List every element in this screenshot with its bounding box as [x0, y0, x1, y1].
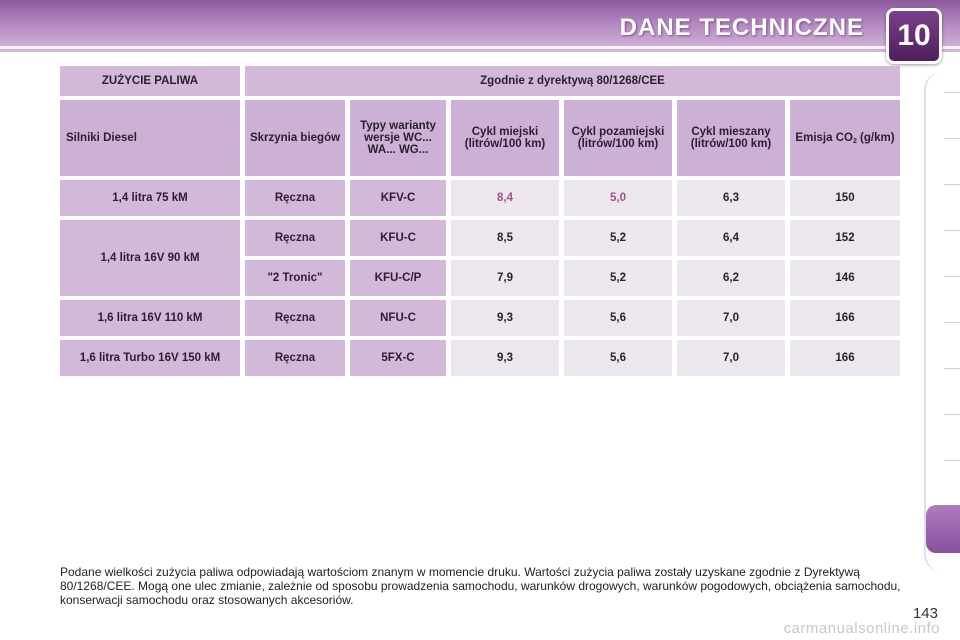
- extra-urban-cell: 5,6: [564, 300, 672, 336]
- combined-cell: 7,0: [677, 340, 785, 376]
- urban-cell: 8,4: [451, 180, 559, 216]
- type-cell: KFU-C: [350, 220, 446, 256]
- fuel-consumption-table: ZUŻYCIE PALIWA Zgodnie z dyrektywą 80/12…: [55, 62, 905, 380]
- co2-suffix: (g/km): [856, 131, 895, 144]
- col-header-combined: Cykl mieszany (litrów/100 km): [677, 100, 785, 176]
- footnote: Podane wielkości zużycia paliwa odpowiad…: [60, 565, 901, 607]
- type-cell: 5FX-C: [350, 340, 446, 376]
- urban-cell: 9,3: [451, 300, 559, 336]
- col-header-urban: Cykl miejski (litrów/100 km): [451, 100, 559, 176]
- engine-cell: 1,4 litra 16V 90 kM: [60, 220, 240, 296]
- gearbox-cell: Ręczna: [245, 180, 345, 216]
- table-row: 1,6 litra Turbo 16V 150 kM Ręczna 5FX-C …: [60, 340, 900, 376]
- tab-divider: [944, 368, 960, 369]
- table-title-directive: Zgodnie z dyrektywą 80/1268/CEE: [245, 66, 900, 96]
- urban-cell: 9,3: [451, 340, 559, 376]
- tab-divider: [944, 460, 960, 461]
- tab-divider: [944, 322, 960, 323]
- header-divider: [0, 46, 960, 49]
- table-row: 1,4 litra 75 kM Ręczna KFV-C 8,4 5,0 6,3…: [60, 180, 900, 216]
- combined-cell: 7,0: [677, 300, 785, 336]
- table-title-row: ZUŻYCIE PALIWA Zgodnie z dyrektywą 80/12…: [60, 66, 900, 96]
- table-row: 1,4 litra 16V 90 kM Ręczna KFU-C 8,5 5,2…: [60, 220, 900, 296]
- chapter-tab-rail: [924, 72, 960, 572]
- urban-cell: 7,9: [451, 260, 559, 296]
- type-cell: NFU-C: [350, 300, 446, 336]
- engine-cell: 1,6 litra Turbo 16V 150 kM: [60, 340, 240, 376]
- tab-divider: [944, 138, 960, 139]
- combined-cell: 6,3: [677, 180, 785, 216]
- co2-cell: 166: [790, 340, 900, 376]
- co2-cell: 146: [790, 260, 900, 296]
- table-row: 1,6 litra 16V 110 kM Ręczna NFU-C 9,3 5,…: [60, 300, 900, 336]
- watermark: carmanualsonline.info: [783, 620, 940, 637]
- tab-divider: [944, 184, 960, 185]
- co2-subscript: 2: [852, 137, 857, 145]
- chapter-badge: 10: [886, 8, 942, 64]
- extra-urban-cell: 5,2: [564, 260, 672, 296]
- tab-divider: [944, 230, 960, 231]
- extra-urban-cell: 5,6: [564, 340, 672, 376]
- tab-divider: [944, 414, 960, 415]
- table-row: "2 Tronic" KFU-C/P 7,9 5,2 6,2 146: [60, 260, 900, 296]
- page-title: DANE TECHNICZNE: [619, 14, 864, 41]
- extra-urban-cell: 5,2: [564, 220, 672, 256]
- combined-cell: 6,2: [677, 260, 785, 296]
- gearbox-cell: Ręczna: [245, 300, 345, 336]
- engine-cell: 1,6 litra 16V 110 kM: [60, 300, 240, 336]
- page-number: 143: [912, 605, 938, 622]
- page-header: [0, 0, 960, 52]
- col-header-co2: Emisja CO2 (g/km): [790, 100, 900, 176]
- co2-cell: 152: [790, 220, 900, 256]
- col-header-engine: Silniki Diesel: [60, 100, 240, 176]
- table-header-row: Silniki Diesel Skrzynia biegów Typy wari…: [60, 100, 900, 176]
- chapter-number: 10: [897, 19, 931, 52]
- type-cell: KFV-C: [350, 180, 446, 216]
- tab-divider: [944, 276, 960, 277]
- col-header-gearbox: Skrzynia biegów: [245, 100, 345, 176]
- extra-urban-cell: 5,0: [564, 180, 672, 216]
- col-header-extra-urban: Cykl pozamiejski (litrów/100 km): [564, 100, 672, 176]
- co2-cell: 150: [790, 180, 900, 216]
- gearbox-cell: Ręczna: [245, 220, 345, 256]
- type-cell: KFU-C/P: [350, 260, 446, 296]
- gearbox-cell: Ręczna: [245, 340, 345, 376]
- tab-divider: [944, 92, 960, 93]
- col-header-types: Typy warianty wersje WC... WA... WG...: [350, 100, 446, 176]
- engine-cell: 1,4 litra 75 kM: [60, 180, 240, 216]
- co2-prefix: Emisja CO: [795, 131, 853, 144]
- combined-cell: 6,4: [677, 220, 785, 256]
- co2-cell: 166: [790, 300, 900, 336]
- table-title-fuel: ZUŻYCIE PALIWA: [60, 66, 240, 96]
- gearbox-cell: "2 Tronic": [245, 260, 345, 296]
- urban-cell: 8,5: [451, 220, 559, 256]
- chapter-tab-active[interactable]: [926, 505, 960, 553]
